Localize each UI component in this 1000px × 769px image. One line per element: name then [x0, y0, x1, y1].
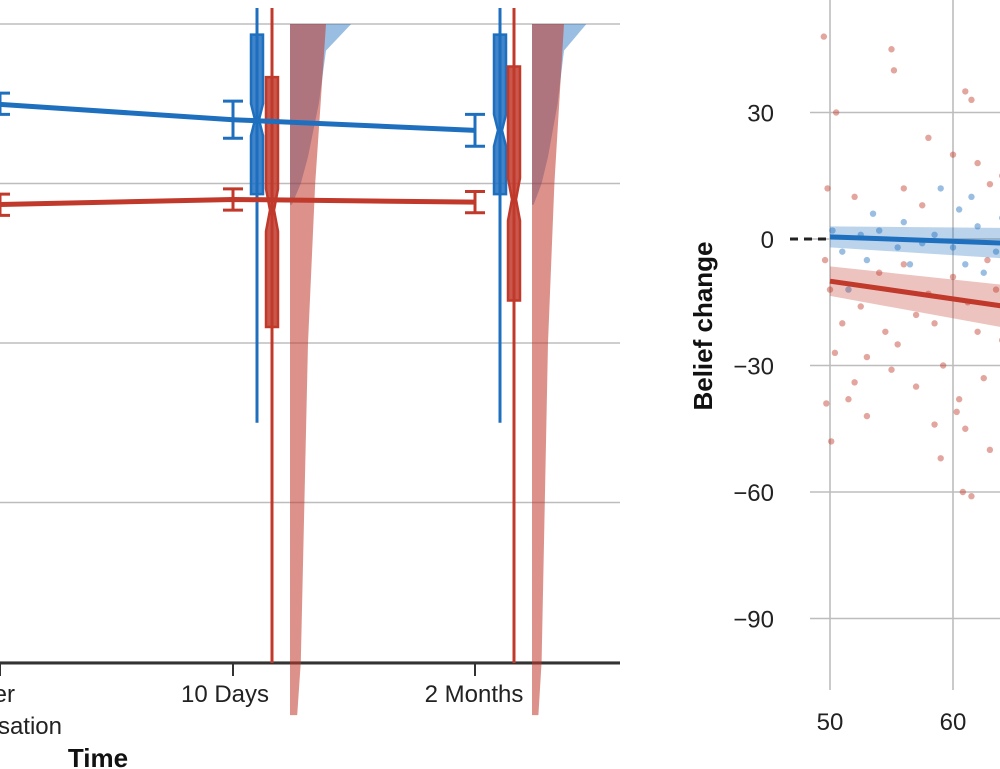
right-y-tick-label-3: −60	[733, 480, 774, 507]
left-x-tick-label-1-0: 10 Days	[181, 681, 269, 708]
right-point-red-16	[821, 256, 829, 264]
right-y-tick-label-4: −90	[733, 607, 774, 634]
right-point-red-22	[894, 341, 901, 348]
right-point-red-0	[820, 33, 828, 40]
right-point-red-11	[851, 193, 858, 201]
right-point-blue-18	[937, 185, 944, 192]
right-point-red-7	[986, 180, 994, 188]
right-point-red-5	[968, 96, 975, 104]
right-fit-line-red	[829, 278, 1000, 309]
right-point-red-44	[931, 421, 938, 428]
left-box-blue-2	[492, 33, 508, 196]
right-point-red-28	[959, 488, 967, 496]
left-mean-line-red	[0, 196, 476, 208]
right-point-blue-9	[949, 244, 957, 251]
right-point-red-47	[974, 328, 981, 335]
right-point-red-10	[824, 185, 831, 192]
right-point-blue-5	[894, 244, 901, 251]
right-point-blue-11	[962, 261, 969, 268]
right-point-red-41	[863, 412, 871, 420]
right-point-red-57	[931, 320, 938, 327]
right-point-red-54	[851, 379, 858, 386]
right-point-red-26	[955, 396, 963, 403]
right-point-red-39	[828, 438, 835, 445]
right-point-blue-3	[863, 256, 871, 264]
right-y-tick-label-0: 30	[747, 101, 774, 128]
right-point-blue-8	[931, 231, 938, 238]
right-point-blue-19	[968, 193, 975, 201]
right-point-red-18	[839, 320, 846, 327]
right-point-red-17	[826, 286, 834, 293]
right-point-red-38	[823, 400, 830, 407]
left-x-axis-title: Time	[68, 743, 128, 769]
left-x-tick-label-0-0: er	[0, 681, 15, 708]
right-x-tick-label-0: 50	[817, 709, 844, 736]
right-point-red-4	[962, 88, 969, 95]
left-box-blue-1	[249, 33, 265, 196]
right-fit-line-blue	[829, 234, 1000, 246]
left-density-red-2	[532, 24, 564, 716]
right-y-tick-label-2: −30	[733, 354, 774, 381]
right-point-red-43	[912, 383, 920, 390]
right-point-red-56	[900, 261, 907, 268]
left-density-red-1	[290, 24, 326, 716]
right-point-blue-10	[955, 206, 963, 213]
right-point-red-27	[962, 425, 969, 432]
right-y-axis-title: Belief change	[688, 241, 718, 410]
right-point-blue-12	[974, 223, 981, 230]
right-fit-band-red	[830, 266, 1000, 327]
right-point-blue-24	[980, 269, 987, 276]
right-chart-panel: 30 0 −30 −60 −90 50 60 Belief change	[688, 0, 1000, 736]
right-point-red-1	[888, 46, 895, 53]
right-point-red-12	[900, 185, 907, 192]
right-y-tick-label-1: 0	[761, 227, 774, 254]
right-point-red-30	[980, 374, 987, 382]
left-mean-line-blue	[0, 101, 476, 133]
right-point-red-45	[937, 455, 944, 462]
right-point-red-46	[953, 408, 960, 416]
right-point-red-13	[919, 202, 926, 209]
right-point-blue-13	[992, 248, 1000, 255]
right-point-red-20	[863, 353, 871, 361]
right-point-red-31	[986, 446, 994, 454]
right-point-blue-22	[869, 210, 877, 217]
right-point-blue-1	[839, 248, 846, 255]
right-point-red-55	[876, 269, 883, 276]
right-point-red-23	[912, 311, 920, 319]
right-point-red-8	[949, 151, 957, 158]
right-point-red-29	[968, 493, 975, 500]
right-point-red-25	[939, 362, 947, 369]
right-point-red-21	[882, 328, 889, 335]
right-point-red-19	[857, 303, 864, 310]
right-point-red-9	[925, 134, 932, 141]
right-point-red-48	[992, 286, 1000, 293]
left-chart-panel: er sation 10 Days 2 Months Time	[0, 8, 620, 769]
right-x-tick-label-1: 60	[940, 709, 967, 736]
right-point-red-53	[831, 349, 839, 357]
right-point-red-40	[845, 396, 852, 403]
right-point-red-3	[832, 109, 840, 116]
left-box-red-2	[506, 65, 522, 302]
right-point-blue-21	[845, 286, 852, 293]
right-point-blue-23	[906, 261, 914, 268]
left-x-tick-label-0-1: sation	[0, 713, 62, 740]
right-point-red-2	[890, 67, 898, 74]
right-point-red-60	[984, 256, 991, 264]
right-point-blue-4	[876, 227, 883, 234]
left-x-tick-label-2-0: 2 Months	[425, 681, 524, 708]
right-point-blue-0	[829, 227, 836, 234]
right-point-red-6	[974, 159, 981, 167]
right-point-red-42	[888, 366, 895, 373]
right-point-red-58	[949, 273, 957, 281]
right-point-blue-6	[900, 218, 907, 226]
